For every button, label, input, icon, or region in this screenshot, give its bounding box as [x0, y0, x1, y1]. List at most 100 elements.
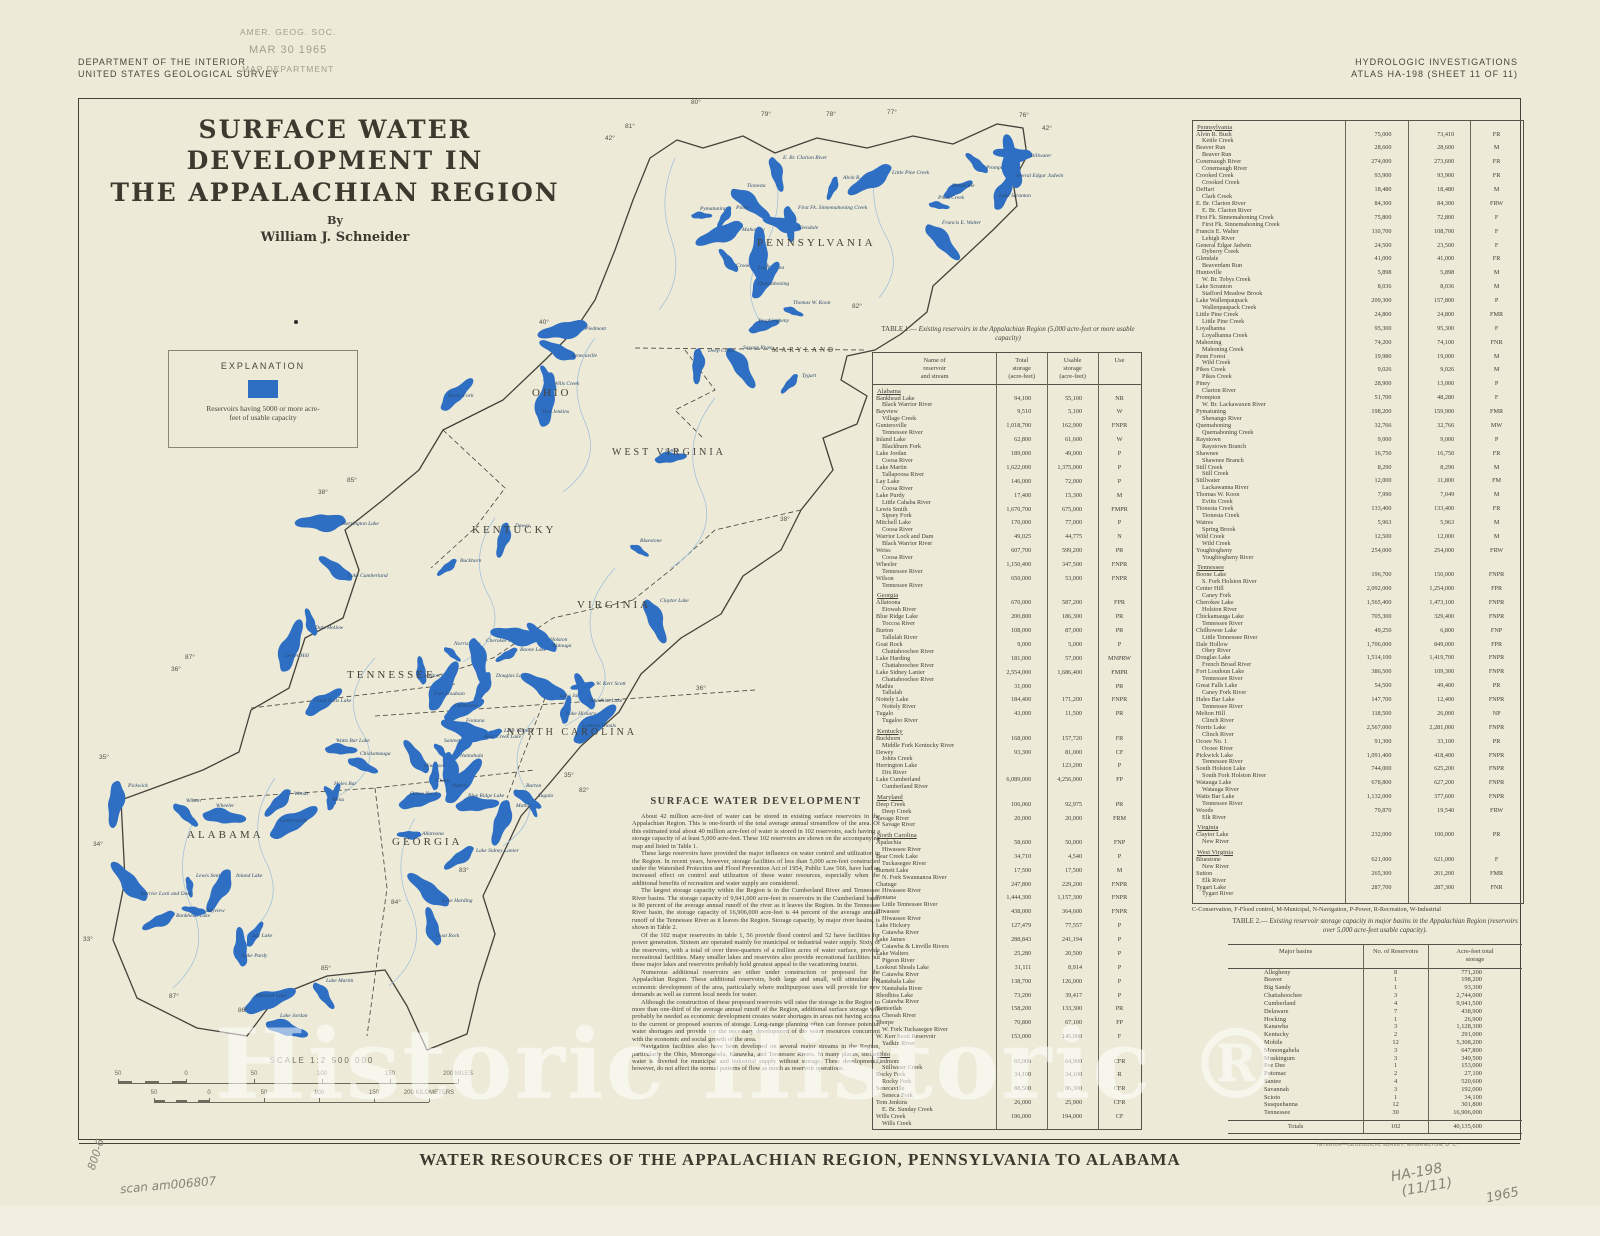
- table-row: Santeetlah Cheoah River 158,200 133,300 PR: [873, 1005, 1141, 1020]
- col-total-header: Total storage (acre-feet): [1008, 357, 1036, 380]
- usable-storage-cell: 627,200: [1434, 779, 1455, 787]
- graticule-label: 34°: [93, 840, 103, 848]
- usable-storage-cell: 50,000: [1065, 838, 1083, 846]
- use-cell: P: [1494, 297, 1499, 304]
- basin-name: Hocking: [1264, 1015, 1287, 1023]
- article-paragraph: The largest storage capacity within the …: [632, 887, 880, 932]
- lake-marker: [434, 556, 460, 580]
- lake-marker: [401, 868, 453, 914]
- usable-storage-cell: 25,900: [1065, 1099, 1083, 1107]
- lake-label: Lake Sidney Lanier: [475, 848, 520, 854]
- usable-storage-cell: 241,194: [1061, 936, 1083, 943]
- table-row: Prompton W. Br. Lackawaxen River 51,700 48,…: [1193, 394, 1523, 409]
- reservoir-name: Thomas W. Koon: [1196, 491, 1240, 499]
- lake-label: Bluestone: [640, 538, 662, 544]
- stream-name: Tennessee River: [1202, 800, 1243, 808]
- usable-storage-cell: 8,036: [1440, 283, 1455, 291]
- use-cell: FRW: [1490, 546, 1504, 554]
- lake-label: Pymatuning: [699, 206, 727, 212]
- stream-name: N. Fork Swannanoa River: [882, 873, 947, 881]
- usable-storage-cell: 1,473,100: [1429, 598, 1455, 606]
- reservoir-name-cell: Piney Clarion River: [1193, 380, 1345, 395]
- graticule-label: 36°: [696, 684, 706, 692]
- use-cell: P: [1117, 519, 1122, 527]
- total-storage-cell: 209,300: [1371, 297, 1392, 304]
- table2-body: Allegheny 8 771,200 Beaver 1 198,200 Big Sandy…: [1228, 969, 1522, 1117]
- lake-label: Burton: [526, 783, 542, 789]
- use-cell: PR: [1115, 1005, 1124, 1013]
- stream-name: Watauga River: [1202, 786, 1239, 794]
- usable-storage-cell: 20,000: [1065, 814, 1083, 822]
- table-row: Tygart Lake Tygart River 287,700 287,300 FNR: [1193, 884, 1523, 899]
- reservoir-name-cell: Tionesta Creek Tionesta Creek: [1193, 505, 1345, 520]
- lake-label: Great Falls Lake: [314, 698, 352, 704]
- reservoir-name-cell: Wills Creek Wills Creek: [873, 1113, 996, 1128]
- table-row: Burnett Lake N. Fork Swannanoa River 17,50…: [873, 867, 1141, 882]
- usable-storage-cell: 24,800: [1437, 310, 1455, 318]
- reservoir-name-cell: Senecaville Seneca Fork: [873, 1085, 996, 1100]
- total-storage-cell: 93,300: [1014, 748, 1032, 756]
- reservoir-name: Lake Harding: [876, 654, 911, 662]
- basin-count: 30: [1392, 1109, 1399, 1117]
- reservoir-name: Bayview: [876, 408, 898, 416]
- table-row: Huntsville W. Br. Tobys Creek 5,898 5,898 M: [1193, 269, 1523, 284]
- reservoir-name-cell: Chilhowee Lake Little Tennessee River: [1193, 627, 1345, 642]
- reservoir-name: Claytor Lake: [1196, 831, 1229, 839]
- scale-tick: [209, 1098, 210, 1102]
- reservoir-name: E. Br. Clarion River: [1196, 199, 1246, 207]
- scale-title: SCALE 1:2 500 000: [269, 1056, 375, 1065]
- total-storage-cell: 254,000: [1371, 546, 1392, 554]
- table-row: Chilhowee Lake Little Tennessee River 49,2…: [1193, 626, 1523, 642]
- usable-storage-cell: 157,720: [1061, 734, 1083, 742]
- reservoir-name-cell: Chatuge Hiwassee River: [873, 881, 996, 896]
- total-storage-cell: 184,400: [1011, 696, 1032, 704]
- reservoir-name-cell: Penn Forest Wild Creek: [1193, 353, 1345, 368]
- basin-storage: 34,100: [1464, 1093, 1482, 1101]
- scale-segment: [118, 1080, 132, 1083]
- lake-label: Watauga: [552, 643, 572, 649]
- reservoir-name: Nantahala Lake: [876, 977, 915, 985]
- river-lines: [172, 157, 894, 989]
- lake-label: Prompton: [985, 165, 1008, 171]
- use-cell: FNP: [1490, 626, 1503, 634]
- basin-storage: 153,000: [1461, 1062, 1482, 1070]
- usable-storage-cell: 329,400: [1434, 612, 1455, 620]
- scale-miles-bar: [118, 1079, 459, 1084]
- article-paragraph: These large reservoirs have provided the…: [632, 850, 880, 887]
- state-label: PENNSYLVANIA: [757, 237, 876, 249]
- scale-segment: [145, 1080, 159, 1083]
- reservoir-name: Lake Martin: [876, 463, 907, 471]
- use-cell: FNPR: [1111, 574, 1128, 582]
- stream-name: Tallapoosa River: [882, 470, 925, 478]
- lake-marker: [691, 211, 713, 219]
- use-cell: PR: [1115, 682, 1124, 690]
- table1-header: Name of reservoir and stream Total storage(…: [873, 353, 1141, 385]
- stream-name: Pigeon River: [882, 956, 915, 964]
- reservoir-name-cell: Claytor Lake New River: [1193, 831, 1345, 846]
- lake-label: Piney: [735, 205, 749, 211]
- use-cell: MNPRW: [1107, 654, 1132, 662]
- use-cell: CFR: [1113, 1057, 1126, 1065]
- stream-name: Tygart River: [1202, 890, 1234, 898]
- reservoir-name: Warrior Lock and Dam: [876, 533, 934, 541]
- reservoir-name-cell: Goat Rock Chattahoochee River: [873, 641, 996, 656]
- table-row: Beaver Run Beaver Run 28,600 28,600 M: [1193, 144, 1523, 159]
- lake-label: Dale Hollow: [314, 625, 344, 631]
- reservoir-name-cell: Conemaugh River Conemaugh River: [1193, 158, 1345, 173]
- reservoir-name: Watauga Lake: [1196, 779, 1232, 787]
- lake-label: Wills Creek: [554, 381, 580, 387]
- reservoir-name-cell: Weiss Coosa River: [873, 547, 996, 562]
- total-storage-cell: 127,479: [1011, 922, 1032, 930]
- use-cell: FM: [1492, 477, 1502, 485]
- table2-totals-row: Totals 102 40,135,600: [1228, 1120, 1522, 1133]
- graticule-label: 87°: [185, 653, 195, 661]
- usable-storage-cell: 100,000: [1434, 831, 1455, 839]
- lake-label: Chickamauga: [360, 751, 391, 757]
- series-header: HYDROLOGIC INVESTIGATIONS ATLAS HA-198 (…: [1351, 56, 1518, 80]
- table1-caption: TABLE 1.— Existing reservoirs in the App…: [872, 326, 1144, 344]
- use-cell: FR: [1492, 255, 1501, 263]
- total-storage-cell: 1,622,000: [1006, 463, 1032, 471]
- table-row: Pikes Creek Pikes Creek 9,026 9,026 M: [1193, 366, 1523, 381]
- stream-name: Kettle Creek: [1202, 137, 1234, 145]
- use-cell: CF: [1115, 1113, 1124, 1120]
